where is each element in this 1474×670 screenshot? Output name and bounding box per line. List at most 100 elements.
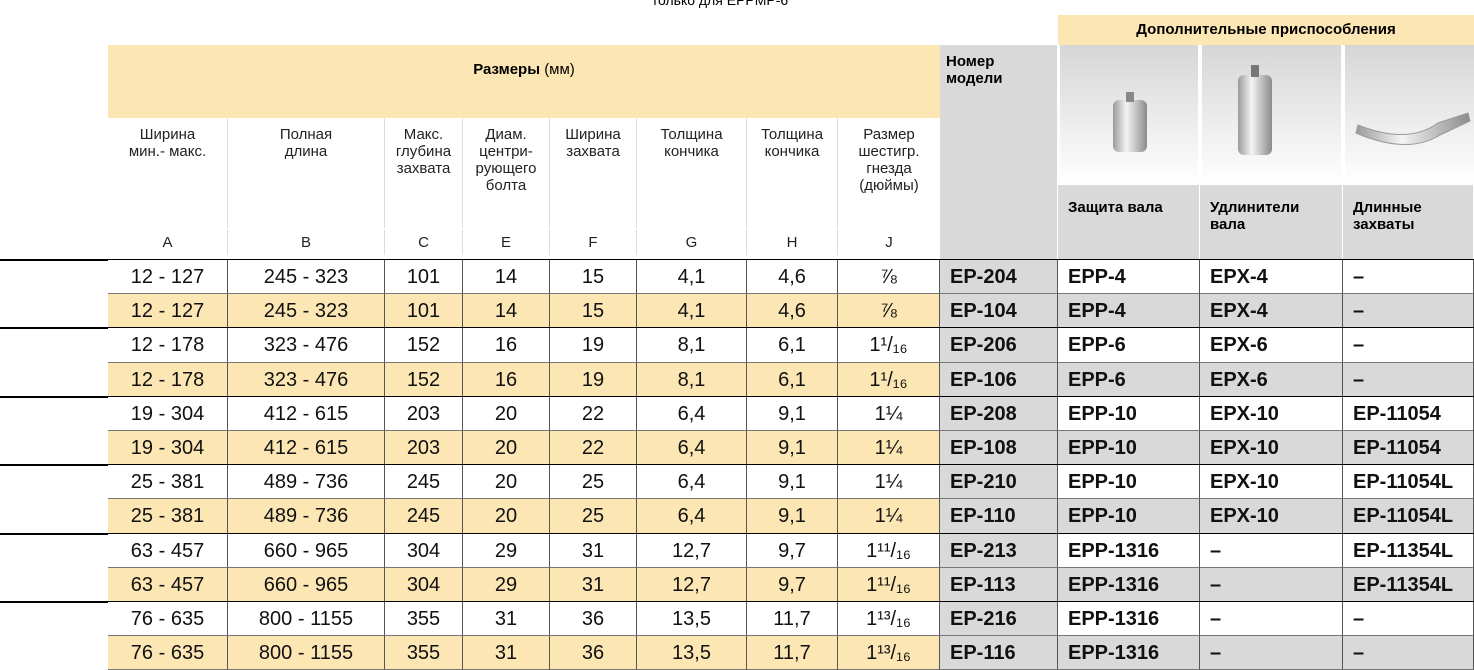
model-cell: EPP-6 <box>1058 328 1200 362</box>
model-cell: EP-11054L <box>1343 499 1474 533</box>
data-cell: 1¹¹/₁₆ <box>838 534 940 568</box>
model-cell: EP-113 <box>940 568 1058 602</box>
dimensions-title: Размеры <box>473 61 540 78</box>
data-cell: 1¼ <box>838 465 940 499</box>
model-cell: EPP-10 <box>1058 465 1200 499</box>
data-cell: 63 - 457 <box>108 568 228 602</box>
model-cell: EP-106 <box>940 363 1058 397</box>
column-label: Полная длина <box>228 118 385 228</box>
data-cell: 16 <box>463 328 550 362</box>
data-cell: 19 <box>550 363 637 397</box>
data-cell: ⅞ <box>838 260 940 294</box>
data-cell: 20 <box>463 465 550 499</box>
data-cell: 4,1 <box>637 260 747 294</box>
data-cell: 12,7 <box>637 534 747 568</box>
model-cell: EP-11054 <box>1343 431 1474 465</box>
data-cell: 6,4 <box>637 397 747 431</box>
dimensions-unit: (мм) <box>544 61 575 78</box>
data-cell: 9,1 <box>747 431 838 465</box>
data-cell: 1¼ <box>838 397 940 431</box>
data-cell: 25 <box>550 499 637 533</box>
column-label: Диам. центри- рующего болта <box>463 118 550 228</box>
data-cell: 355 <box>385 636 463 670</box>
model-cell: – <box>1200 636 1343 670</box>
data-cell: 20 <box>463 397 550 431</box>
data-cell: 12 - 127 <box>108 260 228 294</box>
data-cell: 1¼ <box>838 431 940 465</box>
column-label: Толщина кончика <box>747 118 838 228</box>
model-cell: EP-11054 <box>1343 397 1474 431</box>
data-cell: 22 <box>550 397 637 431</box>
data-cell: 1¹³/₁₆ <box>838 602 940 636</box>
model-header: Номер модели <box>940 45 1058 260</box>
data-cell: 14 <box>463 260 550 294</box>
data-cell: 11,7 <box>747 636 838 670</box>
model-cell: EPP-1316 <box>1058 602 1200 636</box>
column-letter: A <box>108 230 228 255</box>
model-cell: EPP-10 <box>1058 431 1200 465</box>
data-cell: 245 <box>385 499 463 533</box>
data-cell: 25 - 381 <box>108 499 228 533</box>
model-cell: – <box>1343 294 1474 328</box>
data-cell: 6,1 <box>747 363 838 397</box>
data-cell: 304 <box>385 568 463 602</box>
model-cell: EPX-4 <box>1200 294 1343 328</box>
model-cell: EP-110 <box>940 499 1058 533</box>
data-cell: 800 - 1155 <box>228 636 385 670</box>
data-cell: 1¹/₁₆ <box>838 363 940 397</box>
data-cell: 6,1 <box>747 328 838 362</box>
model-cell: EPP-1316 <box>1058 636 1200 670</box>
data-cell: 25 - 381 <box>108 465 228 499</box>
data-cell: 9,1 <box>747 465 838 499</box>
data-cell: 304 <box>385 534 463 568</box>
accessory-label: Защита вала <box>1058 185 1200 260</box>
model-cell: – <box>1343 636 1474 670</box>
model-cell: EP-11354L <box>1343 534 1474 568</box>
model-cell: EPX-10 <box>1200 499 1343 533</box>
data-cell: 800 - 1155 <box>228 602 385 636</box>
data-cell: 152 <box>385 328 463 362</box>
data-cell: 4,6 <box>747 260 838 294</box>
model-cell: – <box>1343 363 1474 397</box>
model-cell: – <box>1200 534 1343 568</box>
model-cell: EP-213 <box>940 534 1058 568</box>
data-cell: 12 - 178 <box>108 328 228 362</box>
data-cell: 63 - 457 <box>108 534 228 568</box>
model-cell: EP-11054L <box>1343 465 1474 499</box>
model-cell: – <box>1343 328 1474 362</box>
data-cell: 31 <box>463 636 550 670</box>
model-cell: EP-206 <box>940 328 1058 362</box>
column-letter: C <box>385 230 463 255</box>
model-cell: EPX-6 <box>1200 328 1343 362</box>
column-letter: H <box>747 230 838 255</box>
model-cell: EPP-1316 <box>1058 568 1200 602</box>
data-cell: 1¹¹/₁₆ <box>838 568 940 602</box>
data-cell: 36 <box>550 602 637 636</box>
data-cell: 76 - 635 <box>108 636 228 670</box>
model-cell: EP-11354L <box>1343 568 1474 602</box>
data-cell: 29 <box>463 568 550 602</box>
column-label: Ширина мин.- макс. <box>108 118 228 228</box>
data-cell: 31 <box>550 534 637 568</box>
model-cell: EPP-4 <box>1058 294 1200 328</box>
model-cell: EP-216 <box>940 602 1058 636</box>
model-cell: – <box>1343 602 1474 636</box>
data-cell: 6,4 <box>637 431 747 465</box>
dimensions-header: Размеры (мм) <box>108 45 940 118</box>
model-cell: EPP-6 <box>1058 363 1200 397</box>
column-label: Толщина кончика <box>637 118 747 228</box>
data-cell: 1¼ <box>838 499 940 533</box>
data-cell: 12,7 <box>637 568 747 602</box>
model-cell: EPP-4 <box>1058 260 1200 294</box>
data-cell: ⅞ <box>838 294 940 328</box>
data-cell: 9,7 <box>747 568 838 602</box>
column-letter: G <box>637 230 747 255</box>
data-cell: 31 <box>463 602 550 636</box>
model-cell: – <box>1200 602 1343 636</box>
data-cell: 660 - 965 <box>228 534 385 568</box>
data-cell: 20 <box>463 499 550 533</box>
data-cell: 245 - 323 <box>228 260 385 294</box>
data-cell: 4,1 <box>637 294 747 328</box>
model-cell: EPX-10 <box>1200 397 1343 431</box>
accessories-title: Дополнительные приспособления <box>1058 15 1474 45</box>
